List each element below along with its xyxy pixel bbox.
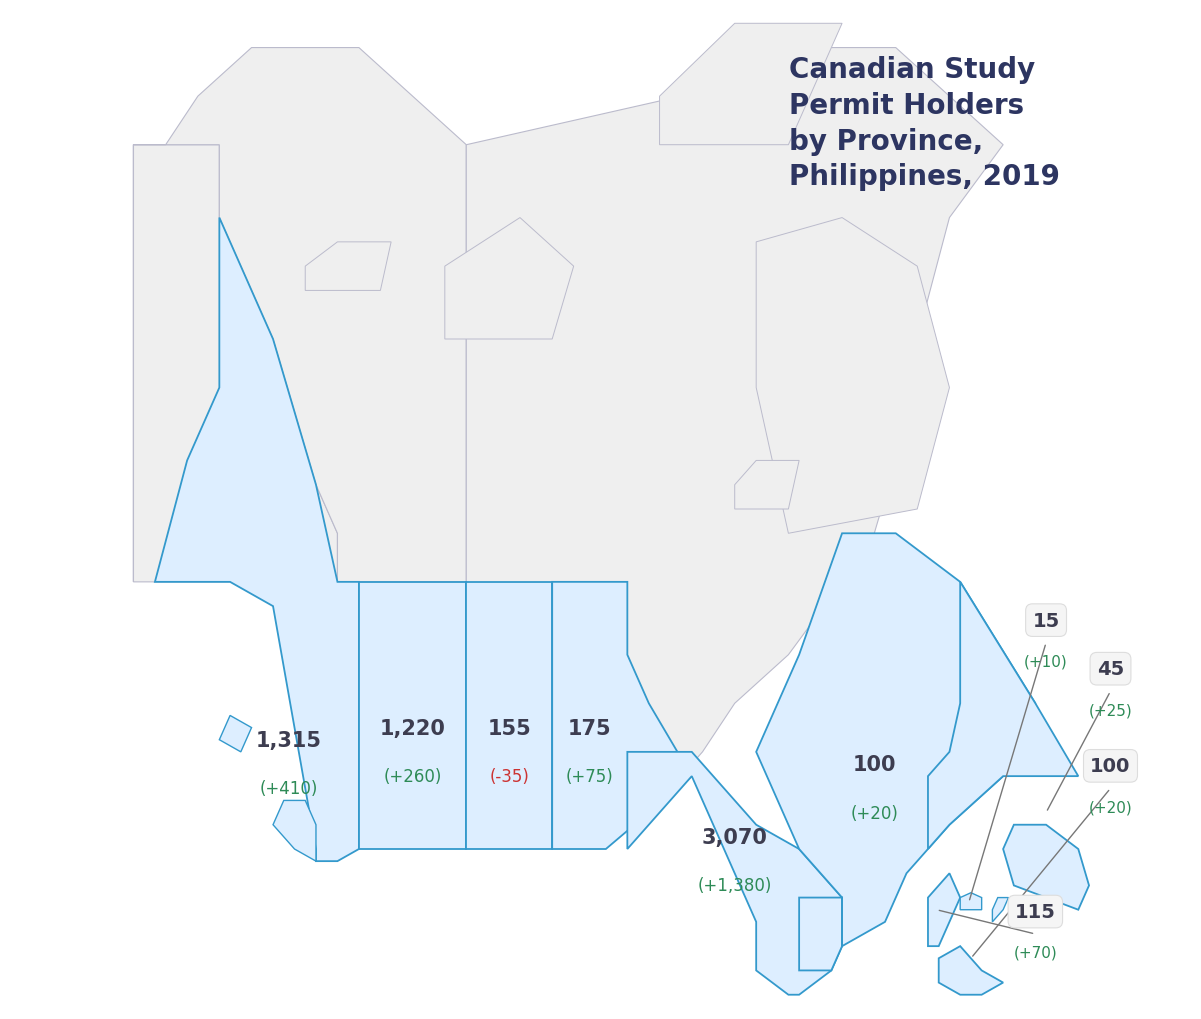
Text: (+25): (+25) [1088,702,1133,717]
Polygon shape [735,461,799,510]
Polygon shape [992,898,1009,922]
Text: Canadian Study
Permit Holders
by Province,
Philippines, 2019: Canadian Study Permit Holders by Provinc… [789,56,1060,191]
Text: (-35): (-35) [489,767,530,786]
Text: 45: 45 [1097,659,1124,679]
Text: (+10): (+10) [1024,654,1068,668]
Polygon shape [359,582,466,849]
Text: (+75): (+75) [566,767,614,786]
Text: 155: 155 [488,717,531,738]
Polygon shape [659,24,842,146]
Text: 1,315: 1,315 [256,730,322,750]
Polygon shape [552,582,692,849]
Polygon shape [757,218,950,534]
Text: 175: 175 [568,717,611,738]
Polygon shape [133,49,466,582]
Polygon shape [960,893,981,910]
Polygon shape [928,873,960,947]
Text: (+70): (+70) [1014,945,1057,960]
Text: 100: 100 [1091,756,1130,775]
Polygon shape [155,218,359,861]
Polygon shape [466,49,1003,776]
Text: 15: 15 [1033,611,1059,630]
Text: 1,220: 1,220 [380,717,446,738]
Polygon shape [305,243,392,291]
Text: 115: 115 [1015,902,1056,921]
Text: (+20): (+20) [1088,799,1133,814]
Polygon shape [220,715,251,752]
Text: (+260): (+260) [383,767,442,786]
Text: 3,070: 3,070 [701,827,767,847]
Text: (+410): (+410) [259,780,318,798]
Polygon shape [627,752,842,995]
Polygon shape [133,146,337,582]
Text: 100: 100 [853,754,896,774]
Polygon shape [939,947,1003,995]
Polygon shape [466,582,552,849]
Text: (+1,380): (+1,380) [698,876,772,895]
Polygon shape [1003,825,1089,910]
Polygon shape [444,218,574,339]
Polygon shape [273,801,316,861]
Polygon shape [757,534,1035,970]
Polygon shape [928,582,1078,849]
Text: (+20): (+20) [850,804,898,821]
